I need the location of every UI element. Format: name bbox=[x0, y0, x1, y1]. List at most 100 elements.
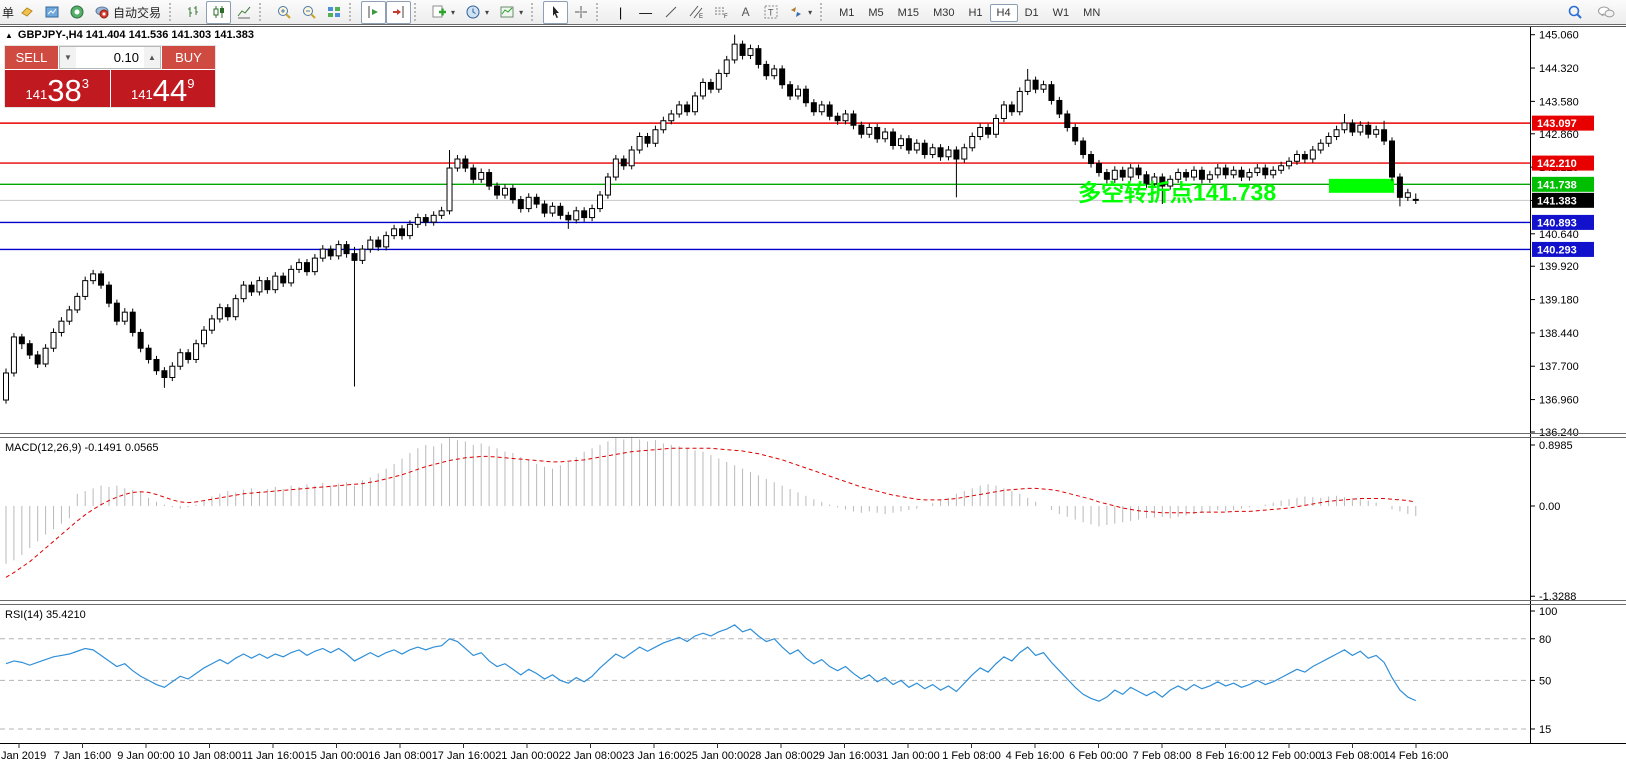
timeframe-h4[interactable]: H4 bbox=[989, 4, 1018, 22]
fibonacci-icon[interactable]: F bbox=[708, 1, 733, 24]
timeframe-d1[interactable]: D1 bbox=[1024, 7, 1039, 19]
channel-icon-glyph: E bbox=[689, 5, 703, 20]
volume-increase-button[interactable]: ▲ bbox=[144, 47, 160, 68]
candle bbox=[533, 193, 540, 209]
candle bbox=[454, 154, 461, 172]
timeframe-m1[interactable]: M1 bbox=[839, 7, 855, 19]
rsi-tick-label: 15 bbox=[1539, 724, 1551, 736]
candle bbox=[216, 303, 223, 323]
candle bbox=[383, 231, 390, 251]
candle bbox=[121, 308, 128, 325]
level-price-label: 141.738 bbox=[1532, 176, 1594, 192]
volume-input[interactable] bbox=[76, 47, 144, 68]
svg-text:143.097: 143.097 bbox=[1537, 118, 1577, 130]
chart-area: 多空转折点141.738 MACD(12,26,9) -0.1491 0.0565… bbox=[0, 26, 1626, 772]
candlestick-icon[interactable] bbox=[206, 0, 232, 24]
horizontal-line-icon[interactable]: — bbox=[633, 1, 658, 24]
buy-price-prefix: 141 bbox=[131, 87, 153, 102]
trade-panel-top-row: SELL ▼ ▲ BUY bbox=[5, 46, 215, 69]
candle bbox=[731, 34, 738, 64]
line-chart-icon[interactable] bbox=[231, 1, 256, 24]
candle bbox=[375, 236, 382, 251]
signals-icon[interactable] bbox=[64, 1, 89, 24]
candle bbox=[953, 146, 960, 198]
indicators-button[interactable]: ▾ bbox=[426, 1, 460, 24]
candle bbox=[486, 168, 493, 191]
time-label: 12 Feb 00:00 bbox=[1257, 750, 1322, 762]
autotrading-button[interactable]: 自动交易 bbox=[89, 1, 166, 24]
timeframe-w1[interactable]: W1 bbox=[1052, 7, 1070, 19]
signals-icon-glyph bbox=[70, 5, 84, 19]
chart-window-icon[interactable] bbox=[39, 1, 64, 24]
chat-icon[interactable] bbox=[1593, 1, 1618, 24]
timeframe-m15[interactable]: M15 bbox=[897, 7, 920, 19]
candle bbox=[1159, 173, 1166, 205]
horizontal-line-glyph: — bbox=[639, 4, 653, 20]
line-chart-icon-glyph bbox=[237, 6, 250, 19]
buy-price-button[interactable]: 141 44 9 bbox=[110, 70, 215, 107]
candle bbox=[628, 145, 635, 170]
crosshair-icon[interactable] bbox=[568, 1, 593, 24]
time-label: 23 Jan 16:00 bbox=[622, 750, 686, 762]
candle bbox=[1333, 125, 1340, 141]
candle bbox=[1246, 168, 1253, 181]
zoom-out-icon[interactable] bbox=[296, 1, 321, 24]
chart-canvas[interactable]: 多空转折点141.738 MACD(12,26,9) -0.1491 0.0565… bbox=[0, 26, 1626, 772]
price-panel: 多空转折点141.738 bbox=[0, 34, 1530, 404]
buy-button[interactable]: BUY bbox=[162, 46, 215, 69]
candle bbox=[1175, 168, 1182, 183]
candle bbox=[113, 299, 120, 326]
sell-price-prefix: 141 bbox=[25, 87, 48, 102]
zoom-in-icon[interactable] bbox=[271, 1, 296, 24]
arrows-button[interactable]: ▾ bbox=[783, 1, 817, 24]
text-label-icon[interactable]: T bbox=[758, 1, 783, 24]
candle bbox=[319, 245, 326, 262]
periods-button[interactable]: ▾ bbox=[460, 1, 494, 24]
time-label: 8 Feb 16:00 bbox=[1196, 750, 1255, 762]
svg-text:142.210: 142.210 bbox=[1537, 158, 1577, 170]
candle bbox=[303, 259, 310, 276]
bar-chart-icon[interactable] bbox=[181, 1, 206, 24]
candle bbox=[810, 99, 817, 116]
templates-button[interactable]: ▾ bbox=[494, 1, 528, 24]
timeframe-m30[interactable]: M30 bbox=[933, 7, 955, 19]
candle bbox=[232, 294, 239, 321]
chart-shift-icon[interactable] bbox=[386, 0, 412, 24]
candle bbox=[327, 245, 334, 260]
tile-windows-icon[interactable] bbox=[321, 1, 346, 24]
candle bbox=[802, 85, 809, 107]
candle bbox=[699, 78, 706, 100]
level-price-label: 141.383 bbox=[1532, 192, 1594, 208]
candle bbox=[913, 139, 920, 154]
timeframe-m5[interactable]: M5 bbox=[868, 7, 884, 19]
trendline-icon[interactable] bbox=[658, 1, 683, 24]
candle bbox=[1040, 80, 1047, 93]
candle bbox=[494, 182, 501, 200]
auto-scroll-icon[interactable] bbox=[361, 0, 387, 24]
candle bbox=[161, 367, 168, 388]
timeframe-h1[interactable]: H1 bbox=[968, 7, 983, 19]
sell-button[interactable]: SELL bbox=[5, 46, 58, 69]
text-icon[interactable]: A bbox=[733, 1, 758, 24]
new-order-partial-label[interactable]: 单 bbox=[2, 5, 15, 20]
indicators-dropdown-caret: ▾ bbox=[451, 7, 456, 17]
timeframe-group: M1 M5 M15 M30 H1 H4 D1 W1 MN bbox=[832, 3, 1107, 22]
candle bbox=[541, 200, 548, 218]
search-icon[interactable] bbox=[1562, 1, 1587, 24]
search-icon-glyph bbox=[1568, 5, 1582, 19]
chart-symbol-header: ▲ GBPJPY-,H4 141.404 141.536 141.303 141… bbox=[5, 29, 254, 41]
level-price-label: 140.893 bbox=[1532, 214, 1594, 230]
channel-icon[interactable]: E bbox=[683, 1, 708, 24]
collapse-triangle-icon[interactable]: ▲ bbox=[5, 30, 13, 40]
timeframe-mn[interactable]: MN bbox=[1083, 7, 1101, 19]
svg-text:F: F bbox=[724, 14, 728, 20]
vertical-line-icon[interactable]: | bbox=[608, 1, 633, 24]
sell-price-button[interactable]: 141 38 3 bbox=[5, 70, 110, 107]
cursor-icon[interactable] bbox=[543, 0, 569, 24]
volume-decrease-button[interactable]: ▼ bbox=[60, 47, 76, 68]
candle bbox=[470, 164, 477, 184]
candle bbox=[937, 144, 944, 161]
candle bbox=[105, 281, 112, 308]
new-order-icon[interactable] bbox=[14, 1, 39, 24]
